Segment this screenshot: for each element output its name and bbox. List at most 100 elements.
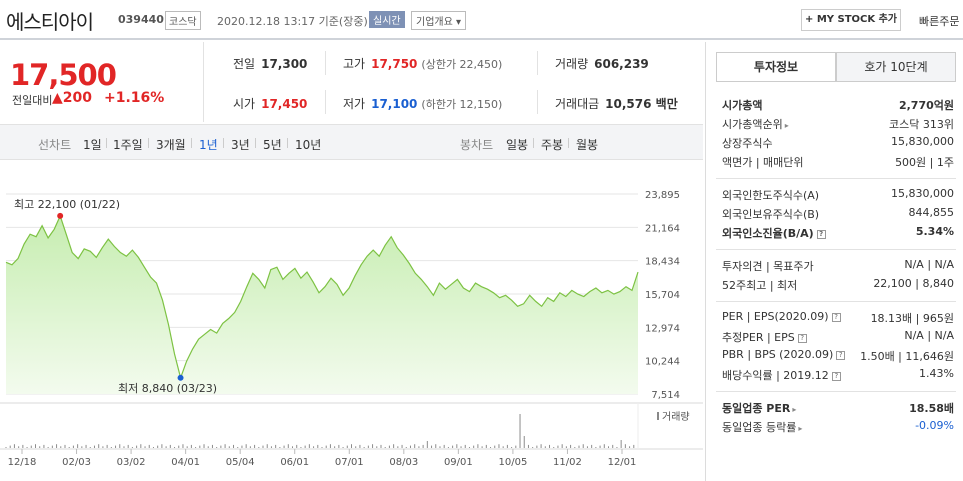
amount-value: 10,576 백만 xyxy=(605,97,678,111)
help-icon[interactable]: ? xyxy=(836,351,846,360)
tab-orderbook[interactable]: 호가 10단계 xyxy=(836,52,956,82)
stat-prev: 전일 17,300 xyxy=(233,55,307,72)
value: 2,770억원 xyxy=(898,99,954,112)
y-tick-label: 23,895 xyxy=(645,190,680,201)
value: 코스닥 313위 xyxy=(889,118,954,131)
price-change-pct: +1.16% xyxy=(104,90,165,106)
add-mystock-button[interactable]: + MY STOCK 추가 xyxy=(801,9,901,31)
value: 18.58배 xyxy=(909,402,954,415)
divider xyxy=(325,51,326,75)
y-tick-label: 15,704 xyxy=(645,290,680,301)
divider xyxy=(716,81,956,82)
label: PER | EPS(2020.09)? xyxy=(722,310,841,323)
price-line xyxy=(5,214,639,380)
x-tick-label: 05/04 xyxy=(226,457,255,468)
period-3m[interactable]: 3개월 xyxy=(156,138,186,152)
separator xyxy=(106,138,107,148)
period-1d[interactable]: 1일 xyxy=(83,138,102,152)
period-1w[interactable]: 1주일 xyxy=(113,138,143,152)
tab-investment-info[interactable]: 투자정보 xyxy=(716,52,836,82)
x-tick-label: 10/05 xyxy=(498,457,527,468)
value: 18.13배 | 965원 xyxy=(870,312,954,325)
row-rank: 시가총액순위 ▸ 코스닥 313위 xyxy=(722,116,954,134)
help-icon[interactable]: ? xyxy=(831,313,841,322)
label[interactable]: 시가총액순위 ▸ xyxy=(722,118,789,131)
x-tick-label: 09/01 xyxy=(444,457,473,468)
divider xyxy=(716,301,956,302)
separator xyxy=(191,138,192,148)
upper-limit: (상한가 22,450) xyxy=(421,58,503,71)
row-foreign-hold: 외국인보유주식수(B) 844,855 xyxy=(722,206,954,224)
candle-weekly[interactable]: 주봉 xyxy=(541,138,564,152)
period-10y[interactable]: 10년 xyxy=(295,138,322,152)
separator xyxy=(568,138,569,148)
lower-limit: (하한가 12,150) xyxy=(421,98,503,111)
y-tick-label: 18,434 xyxy=(645,257,680,268)
x-tick-label: 02/03 xyxy=(62,457,91,468)
x-tick-label: 12/18 xyxy=(8,457,37,468)
divider xyxy=(325,90,326,114)
help-icon[interactable]: ? xyxy=(797,334,807,343)
stat-low: 저가 17,100 (하한가 12,150) xyxy=(343,95,502,112)
period-3y[interactable]: 3년 xyxy=(231,138,250,152)
prev-value: 17,300 xyxy=(261,57,308,71)
value: 5.34% xyxy=(915,225,954,238)
y-tick-label: 7,514 xyxy=(651,390,680,401)
period-5y[interactable]: 5년 xyxy=(263,138,282,152)
company-info-dropdown[interactable]: 기업개요 ▾ xyxy=(411,11,467,30)
volume-legend-marker xyxy=(657,412,659,420)
chevron-right-icon: ▸ xyxy=(792,405,797,414)
row-dividend: 배당수익률 | 2019.12? 1.43% xyxy=(722,367,954,385)
candle-daily[interactable]: 일봉 xyxy=(506,138,529,152)
y-tick-label: 21,164 xyxy=(645,223,680,234)
label: 액면가 | 매매단위 xyxy=(722,156,804,169)
separator xyxy=(533,138,534,148)
high-label: 최고 22,100 (01/22) xyxy=(14,198,120,211)
low-label: 저가 xyxy=(343,97,366,111)
value: 22,100 | 8,840 xyxy=(873,277,954,290)
stock-name: 에스티아이 xyxy=(6,10,94,34)
chevron-right-icon: ▸ xyxy=(798,424,803,433)
timestamp: 2020.12.18 13:17 기준(장중) xyxy=(217,15,368,28)
price-chart: 23,895 21,164 18,434 15,704 12,974 10,244 7,51… xyxy=(0,160,703,481)
stat-high: 고가 17,750 (상한가 22,450) xyxy=(343,55,502,72)
high-value: 17,750 xyxy=(371,57,418,71)
quick-order-link[interactable]: 빠른주문 xyxy=(919,15,960,28)
market-badge: 코스닥 xyxy=(165,11,201,30)
row-pbr: PBR | BPS (2020.09)? 1.50배 | 11,646원 xyxy=(722,348,954,366)
row-par: 액면가 | 매매단위 500원 | 1주 xyxy=(722,154,954,172)
current-price: 17,500 xyxy=(10,58,117,92)
stock-code: 039440 xyxy=(118,13,164,26)
candle-monthly[interactable]: 월봉 xyxy=(576,138,599,152)
prev-label: 전일 xyxy=(233,57,256,71)
label: 추정PER | EPS? xyxy=(722,329,807,345)
realtime-button[interactable]: 실시간 xyxy=(369,11,405,28)
label: 외국인소진율(B/A)? xyxy=(722,225,826,241)
label[interactable]: 동일업종 등락률 ▸ xyxy=(722,421,803,434)
value: 15,830,000 xyxy=(891,187,954,200)
value: 844,855 xyxy=(908,206,955,219)
period-1y[interactable]: 1년 xyxy=(199,138,218,152)
volume-legend: 거래량 xyxy=(662,411,690,423)
y-tick-label: 12,974 xyxy=(645,323,680,334)
divider xyxy=(537,90,538,114)
separator xyxy=(255,138,256,148)
high-label: 고가 xyxy=(343,57,366,71)
row-foreign-ratio: 외국인소진율(B/A)? 5.34% xyxy=(722,225,954,243)
y-tick-label: 10,244 xyxy=(645,357,680,368)
price-chart-svg: 23,895 21,164 18,434 15,704 12,974 10,244 7,51… xyxy=(0,190,703,468)
help-icon[interactable]: ? xyxy=(816,230,826,239)
row-shares: 상장주식수 15,830,000 xyxy=(722,135,954,153)
divider xyxy=(716,249,956,250)
help-icon[interactable]: ? xyxy=(831,372,841,381)
chart-period-bar: 선차트 1일 1주일 3개월 1년 3년 5년 10년 봉차트 일봉 주봉 월봉 xyxy=(0,124,703,160)
separator xyxy=(148,138,149,148)
low-value: 17,100 xyxy=(371,97,418,111)
high-marker xyxy=(57,212,64,219)
price-area xyxy=(6,215,638,394)
x-tick-label: 12/01 xyxy=(608,457,637,468)
open-value: 17,450 xyxy=(261,97,308,111)
label: 52주최고 | 최저 xyxy=(722,279,798,292)
label[interactable]: 동일업종 PER ▸ xyxy=(722,402,797,415)
x-tick-label: 07/01 xyxy=(335,457,364,468)
